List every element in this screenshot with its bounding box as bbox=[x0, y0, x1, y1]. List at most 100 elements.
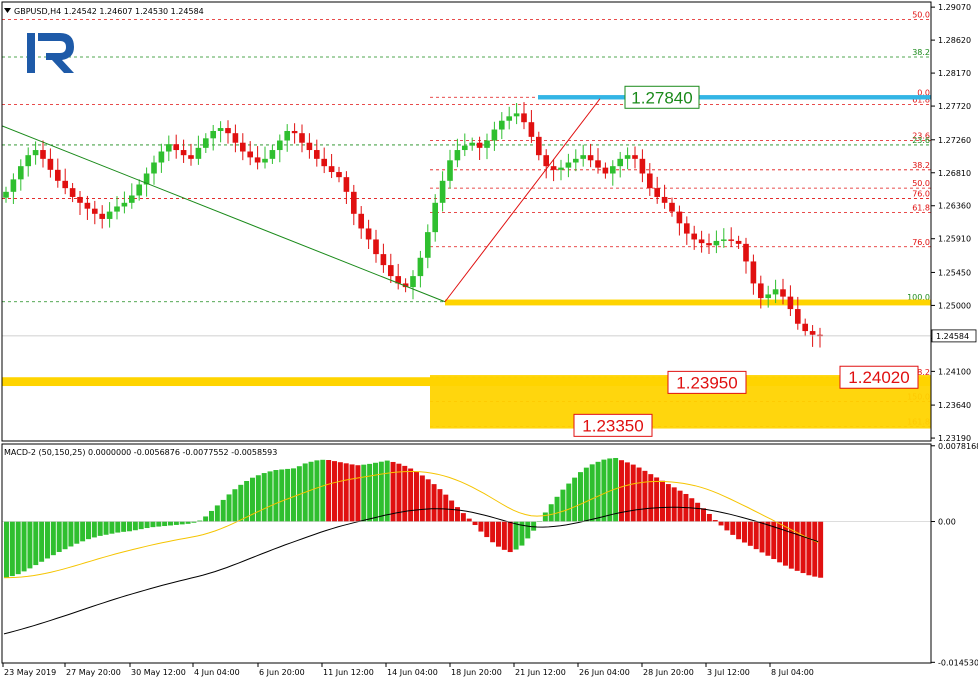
time-axis-label: 27 May 20:00 bbox=[66, 668, 121, 677]
time-axis-label: 8 Jul 04:00 bbox=[771, 668, 814, 677]
candle-body bbox=[32, 150, 39, 156]
macd-histogram-bar bbox=[607, 458, 613, 522]
macd-histogram-bar bbox=[507, 521, 513, 553]
macd-histogram-bar bbox=[244, 481, 250, 522]
candle-body bbox=[25, 155, 32, 167]
macd-histogram-bar bbox=[314, 460, 320, 522]
candle-body bbox=[691, 233, 698, 240]
candle-body bbox=[817, 334, 823, 337]
chart-frame bbox=[1, 1, 932, 664]
macd-histogram-bar bbox=[736, 521, 742, 540]
breakout-level-band bbox=[445, 299, 931, 306]
candle-body bbox=[114, 206, 120, 212]
candle-body bbox=[217, 128, 224, 131]
candle-body bbox=[84, 202, 91, 209]
candle-body bbox=[498, 120, 505, 130]
candle-body bbox=[528, 122, 535, 137]
macd-histogram-bar bbox=[373, 462, 378, 522]
fibo-label: 100.0 bbox=[907, 293, 930, 302]
macd-histogram-bar bbox=[812, 521, 818, 577]
candle-body bbox=[77, 196, 83, 203]
candle-body bbox=[765, 294, 772, 299]
candle-body bbox=[617, 158, 624, 167]
macd-histogram-bar bbox=[525, 521, 531, 539]
macd-histogram-bar bbox=[4, 521, 9, 578]
candle-body bbox=[787, 296, 794, 310]
macd-histogram-bar bbox=[531, 521, 537, 531]
time-axis-label: 3 Jul 12:00 bbox=[707, 668, 750, 677]
candle-body bbox=[713, 240, 720, 246]
candle-body bbox=[565, 162, 572, 168]
macd-histogram-bar bbox=[701, 508, 706, 522]
candle-body bbox=[202, 138, 209, 148]
macd-histogram-bar bbox=[173, 521, 179, 525]
price-callout-box bbox=[624, 85, 700, 109]
time-axis-label: 4 Jun 04:00 bbox=[194, 668, 240, 677]
time-axis-label: 14 Jun 04:00 bbox=[387, 668, 438, 677]
candle-body bbox=[720, 239, 727, 241]
candle-body bbox=[254, 157, 261, 163]
price-pane[interactable]: 50.038.20.061.823.623.638.250.076.061.87… bbox=[1, 3, 977, 443]
macd-histogram-bar bbox=[343, 463, 349, 522]
macd-histogram-bar bbox=[408, 468, 414, 522]
candle-body bbox=[69, 188, 76, 197]
macd-histogram-bar bbox=[419, 475, 425, 522]
macd-histogram-bar bbox=[273, 470, 279, 522]
candle-body bbox=[284, 130, 291, 141]
fibo-label: 23.6 bbox=[912, 132, 930, 141]
macd-histogram-bar bbox=[689, 498, 695, 522]
macd-histogram-bar bbox=[97, 521, 103, 536]
price-axis-label: 1.24100 bbox=[938, 367, 971, 376]
macd-histogram-bar bbox=[706, 513, 712, 522]
candle-body bbox=[343, 177, 350, 192]
price-pane-border bbox=[1, 1, 932, 442]
current-price-tag bbox=[931, 329, 977, 343]
candle-body bbox=[54, 169, 61, 181]
candle-body bbox=[698, 239, 705, 244]
macd-main-line bbox=[3, 506, 819, 635]
macd-histogram-bar bbox=[384, 460, 390, 522]
candle-body bbox=[735, 240, 742, 244]
macd-histogram-bar bbox=[747, 521, 753, 546]
macd-histogram-bar bbox=[630, 464, 636, 522]
fibo-label: 50.0 bbox=[912, 179, 930, 188]
macd-histogram-bar bbox=[291, 468, 296, 522]
time-axis-label: 11 Jun 12:00 bbox=[323, 668, 374, 677]
macd-histogram-bar bbox=[560, 489, 566, 522]
price-axis-label: 1.26810 bbox=[938, 169, 971, 178]
candle-body bbox=[410, 276, 416, 288]
candle-body bbox=[387, 265, 394, 277]
candle-body bbox=[676, 211, 683, 224]
macd-axis-label: 0.0078168 bbox=[938, 442, 978, 451]
time-axis-label: 6 Jun 20:00 bbox=[259, 668, 305, 677]
price-axis-label: 1.29070 bbox=[938, 3, 971, 12]
candle-body bbox=[417, 257, 424, 277]
macd-histogram-bar bbox=[460, 513, 466, 522]
candle-body bbox=[580, 155, 587, 159]
candle-body bbox=[432, 202, 439, 233]
candle-body bbox=[40, 150, 46, 159]
macd-histogram-bar bbox=[788, 521, 794, 569]
candle-body bbox=[313, 150, 320, 159]
macd-histogram-bar bbox=[162, 521, 168, 527]
price-axis-label: 1.23640 bbox=[938, 401, 971, 410]
macd-histogram-bar bbox=[56, 521, 62, 552]
macd-histogram-bar bbox=[783, 521, 788, 566]
symbol-header: GBPUSD,H4 1.24542 1.24607 1.24530 1.2458… bbox=[14, 7, 204, 16]
candle-body bbox=[543, 155, 550, 167]
macd-histogram-bar bbox=[21, 521, 27, 572]
candle-body bbox=[646, 173, 653, 189]
candle-body bbox=[225, 128, 231, 134]
candle-body bbox=[476, 142, 483, 148]
candle-body bbox=[99, 213, 106, 219]
time-axis-label: 18 Jun 20:00 bbox=[451, 668, 502, 677]
triangle-down-icon[interactable] bbox=[4, 8, 11, 13]
resistance-band bbox=[538, 95, 931, 100]
macd-histogram-bar bbox=[572, 477, 578, 522]
macd-histogram-bar bbox=[478, 521, 484, 532]
price-callout-box bbox=[839, 365, 919, 389]
price-callout-label: 1.23950 bbox=[676, 373, 737, 392]
macd-histogram-bar bbox=[542, 512, 548, 522]
